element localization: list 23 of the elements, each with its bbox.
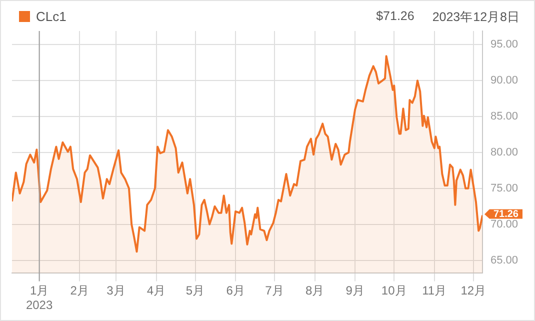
x-tick-label: 6月 (226, 284, 245, 298)
legend-label: CLc1 (36, 9, 66, 24)
annotation: 71.26 (493, 209, 519, 220)
y-tick-label: 85.00 (490, 110, 518, 123)
x-tick-label: 3月 (106, 284, 126, 298)
x-tick-label: 8月 (305, 284, 324, 298)
y-tick-label: 90.00 (490, 74, 518, 87)
x-tick-label: 10月 (381, 284, 407, 298)
y-tick-label: 75.00 (490, 182, 518, 194)
y-tick-label: 95.00 (490, 38, 518, 51)
x-tick-label: 4月 (146, 284, 166, 298)
x-tick-label: 9月 (346, 284, 364, 298)
text: $71.26 (376, 9, 414, 25)
y-tick-label: 70.00 (490, 218, 518, 230)
x-tick-label: 2月 (70, 284, 89, 298)
x-tick-label: 11月 (422, 284, 447, 298)
y-tick-label: 65.00 (490, 254, 518, 266)
x-tick-label: 5月 (186, 284, 205, 298)
x-tick-label: 7月 (265, 284, 284, 298)
text: 2023年12月8日 (432, 9, 520, 26)
x-tick-label: 1月 2023 (26, 284, 53, 312)
x-tick-label: 12月 (460, 284, 486, 298)
y-tick-label: 80.00 (490, 146, 518, 158)
